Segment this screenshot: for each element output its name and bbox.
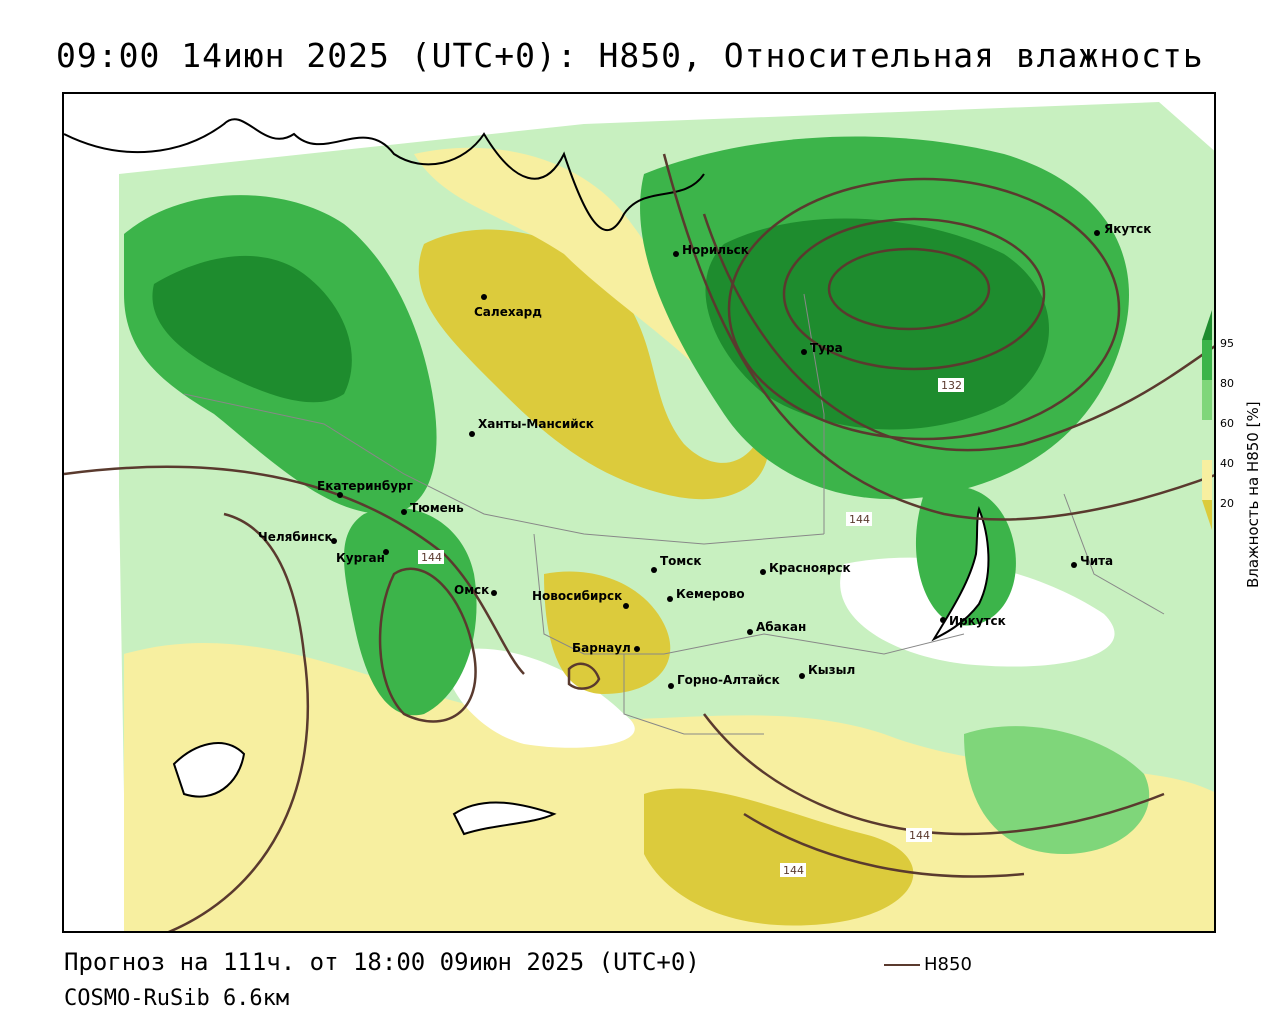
city-marker: Омск [454,583,497,597]
svg-text:Чита: Чита [1080,554,1113,568]
lake-southwest [172,742,246,798]
contour-legend-swatch [884,964,920,966]
contour-144-north [662,153,1214,521]
svg-text:Ханты-Мансийск: Ханты-Мансийск [478,417,594,431]
city-marker: Челябинск [258,530,337,544]
contour-144-southeast [743,812,1025,878]
legend-swatch-moist [1202,380,1212,420]
contour-labels: 132 144 144 144 144 [418,378,964,877]
legend-tick: 20 [1220,497,1234,510]
city-marker: Тура [801,341,843,355]
svg-text:Кызыл: Кызыл [808,663,855,677]
city-marker: Норильск [673,243,749,257]
city-marker: Горно-Алтайск [668,673,780,689]
h850-contours [64,153,1214,931]
svg-text:Челябинск: Челябинск [258,530,333,544]
city-marker: Кемерово [667,587,745,602]
legend-title: Влажность на H850 [%] [1244,401,1262,588]
contour-label: 144 [849,513,870,526]
legend-swatch-very-wet [1202,310,1212,340]
svg-text:Новосибирск: Новосибирск [532,589,622,603]
contour-144-west [64,465,525,675]
city-marker: Новосибирск [532,589,629,609]
city-marker: Томск [651,554,702,573]
svg-text:Омск: Омск [454,583,489,597]
city-marker: Чита [1071,554,1113,568]
humidity-map[interactable]: 132 144 144 144 144 Якутск Норильск Сале… [62,92,1216,933]
wet-region-southeast [964,726,1150,854]
dry-region-yamal-light [414,147,704,374]
dry-region-mongolia [644,788,914,926]
balkhash-lake [452,801,557,836]
city-marker: Тюмень [401,501,464,515]
legend-swatch-wet [1202,340,1212,380]
legend-colorbar: 95 80 60 40 20 [1202,310,1234,530]
contour-label: 144 [783,864,804,877]
svg-text:Кемерово: Кемерово [676,587,745,601]
contour-legend-label: H850 [924,954,972,975]
map-title: 09:00 14июн 2025 (UTC+0): H850, Относите… [56,36,1204,75]
model-name: COSMO-RuSib 6.6км [64,986,290,1011]
contour-omsk-loop [378,567,477,723]
contour-label: 144 [421,551,442,564]
map-canvas: 132 144 144 144 144 Якутск Норильск Сале… [64,102,1214,931]
svg-text:Норильск: Норильск [682,243,749,257]
svg-text:Тура: Тура [810,341,843,355]
city-marker: Курган [336,549,389,565]
contour-label: 132 [941,379,962,392]
svg-text:Иркутск: Иркутск [949,614,1006,628]
legend-tick: 60 [1220,417,1234,430]
wet-region-baikal [915,486,1016,626]
color-legend: 95 80 60 40 20 [1196,300,1280,600]
contour-barnaul-loop [567,662,601,690]
legend-tick: 40 [1220,457,1234,470]
city-marker: Барнаул [572,641,640,655]
contour-cyclone-mid [782,217,1046,371]
city-marker: Ханты-Мансийск [469,417,594,437]
baikal-lake [931,505,990,642]
svg-text:Тюмень: Тюмень [410,501,464,515]
legend-swatch-dry [1202,500,1212,530]
svg-text:Томск: Томск [660,554,702,568]
cities: Якутск Норильск Салехард Тура Ханты-Манс… [258,222,1151,689]
contour-cyclone-outer [727,177,1121,441]
contour-label: 144 [909,829,930,842]
svg-text:Салехард: Салехард [474,305,542,319]
svg-text:Красноярск: Красноярск [769,561,851,575]
city-marker: Екатеринбург [317,479,413,498]
legend-swatch-dry-light [1202,460,1212,500]
legend-tick: 95 [1220,337,1234,350]
very-wet-region-urals [152,255,352,403]
forecast-info: Прогноз на 111ч. от 18:00 09июн 2025 (UT… [64,948,700,976]
city-marker: Абакан [747,620,806,635]
contour-144-south [703,713,1165,836]
dry-region-yamal [418,229,770,500]
legend-tick: 80 [1220,377,1234,390]
contour-legend: H850 [884,954,972,975]
city-marker: Якутск [1094,222,1151,236]
city-marker: Красноярск [760,561,851,575]
svg-text:Горно-Алтайск: Горно-Алтайск [677,673,780,687]
neutral-zone [444,648,635,748]
dry-region-south [124,642,1214,931]
contour-southwest [167,512,309,931]
city-marker: Кызыл [799,663,855,679]
svg-text:Барнаул: Барнаул [572,641,631,655]
region-borders [183,293,1165,735]
svg-text:Якутск: Якутск [1104,222,1151,236]
city-marker: Иркутск [940,614,1006,628]
city-marker: Салехард [474,294,542,319]
legend-swatch-light [1202,420,1212,460]
svg-text:Абакан: Абакан [756,620,806,634]
coastline [64,118,705,231]
svg-text:Курган: Курган [336,551,385,565]
contour-cyclone-inner [827,247,991,331]
contour-132 [702,213,1214,452]
svg-text:Екатеринбург: Екатеринбург [317,479,413,493]
